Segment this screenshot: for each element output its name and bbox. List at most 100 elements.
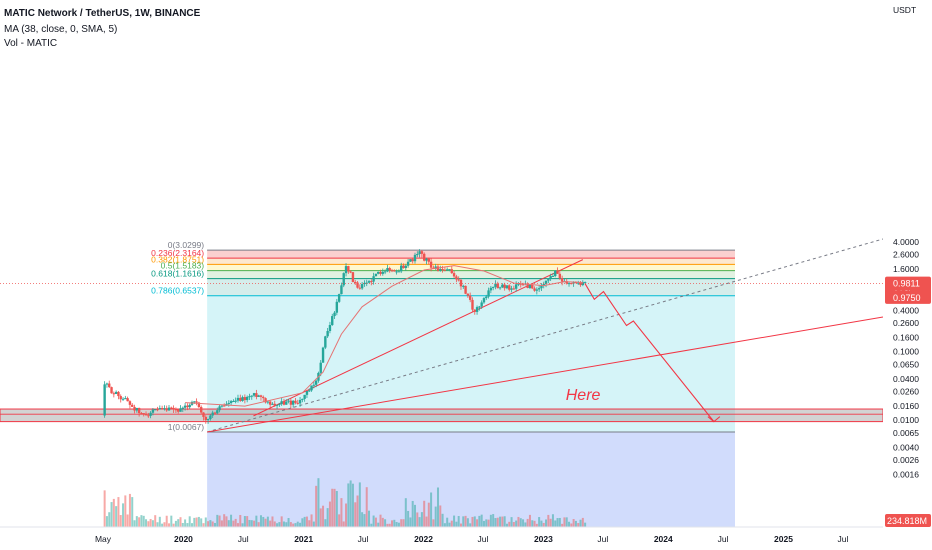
projection-arrowhead (707, 416, 721, 423)
volume-bar (432, 519, 435, 527)
candle-body (128, 401, 132, 405)
volume-bar (243, 516, 246, 527)
candle-body (133, 406, 136, 411)
price-axis-tick: 0.1000 (893, 347, 919, 357)
volume-bar (354, 502, 357, 527)
time-axis-label: 2022 (414, 534, 433, 544)
volume-bar (496, 517, 499, 527)
candle-body (411, 259, 414, 262)
volume-bar (195, 517, 198, 527)
candle-body (308, 390, 311, 392)
volume-bar (163, 522, 166, 527)
volume-bar (151, 520, 154, 527)
volume-bar (110, 502, 113, 527)
volume-bar (356, 495, 359, 527)
volume-bar (282, 521, 285, 527)
moving-average-legend: MA (38, close, 0, SMA, 5) (4, 24, 118, 35)
candle-body (418, 251, 421, 255)
volume-bar (455, 521, 458, 527)
volume-bar (545, 519, 548, 527)
price-axis-tick: 0.0100 (893, 415, 919, 425)
volume-bar (264, 518, 267, 527)
candle-body (229, 401, 233, 404)
candle-body (400, 265, 403, 272)
candle-body (158, 408, 162, 410)
candle-body (234, 400, 237, 402)
candle-body (340, 285, 343, 295)
candle-body (298, 399, 302, 404)
candle-body (103, 384, 106, 416)
candle-body (195, 401, 198, 403)
volume-bar (565, 517, 568, 527)
volume-bar (322, 505, 325, 527)
candle-body (409, 259, 412, 262)
volume-bar (508, 521, 511, 527)
volume-bar (108, 512, 111, 527)
volume-bar (393, 519, 396, 527)
price-axis-tick: 0.0160 (893, 401, 919, 411)
volume-bar (400, 519, 403, 527)
volume-bar (427, 502, 430, 527)
candle-body (149, 412, 152, 416)
volume-bar (577, 523, 580, 527)
last-price-value: 0.9811 (893, 279, 920, 289)
candle-body (248, 396, 251, 398)
candle-body (489, 287, 493, 291)
candle-body (441, 268, 444, 270)
volume-bar (294, 523, 297, 527)
volume-bar (542, 522, 545, 527)
candle-body (388, 268, 391, 271)
candle-body (250, 395, 253, 397)
price-axis-currency: USDT (893, 5, 916, 15)
candle-body (521, 284, 525, 286)
volume-bar (351, 483, 354, 527)
candle-body (220, 405, 224, 407)
volume-bar (236, 523, 239, 527)
candle-body (395, 271, 398, 273)
volume-value-label: 234.818M (887, 516, 927, 526)
volume-bar (572, 519, 575, 527)
candle-body (324, 336, 327, 348)
time-axis-label: 2025 (774, 534, 793, 544)
volume-bar (156, 522, 159, 527)
volume-bar (478, 515, 481, 527)
candle-body (416, 254, 419, 256)
candle-body (285, 401, 288, 405)
volume-bar (374, 517, 377, 527)
volume-bar (466, 518, 469, 527)
volume-bar (266, 516, 269, 527)
volume-bar (414, 504, 416, 527)
candle-body (473, 309, 476, 312)
candle-body (239, 397, 242, 401)
trendline-long (207, 316, 884, 433)
candle-body (556, 270, 559, 274)
candle-body (577, 282, 580, 284)
candle-body (544, 280, 548, 284)
volume-bar (420, 512, 423, 527)
volume-bar (280, 516, 283, 527)
candle-body (105, 383, 109, 385)
volume-bar (423, 500, 426, 527)
volume-bar (554, 520, 557, 527)
volume-bar (404, 498, 407, 527)
candle-body (390, 270, 394, 272)
candle-body (241, 397, 244, 401)
volume-bar (112, 498, 115, 527)
candle-body (160, 408, 164, 410)
volume-bar (448, 522, 451, 527)
volume-bar (239, 514, 242, 527)
volume-bar (122, 503, 125, 527)
price-axis-tick: 0.1600 (893, 333, 919, 343)
candle-body (457, 279, 460, 281)
volume-bar (232, 520, 235, 527)
candle-body (404, 265, 408, 269)
candle-body (296, 402, 299, 404)
candle-body (372, 276, 375, 282)
fib-zone (207, 250, 735, 259)
volume-bar (443, 523, 446, 527)
volume-bar (517, 516, 520, 527)
volume-bar (570, 523, 573, 527)
fib-level-label: 0.382(1.8751) (151, 254, 204, 264)
candle-body (282, 401, 286, 405)
